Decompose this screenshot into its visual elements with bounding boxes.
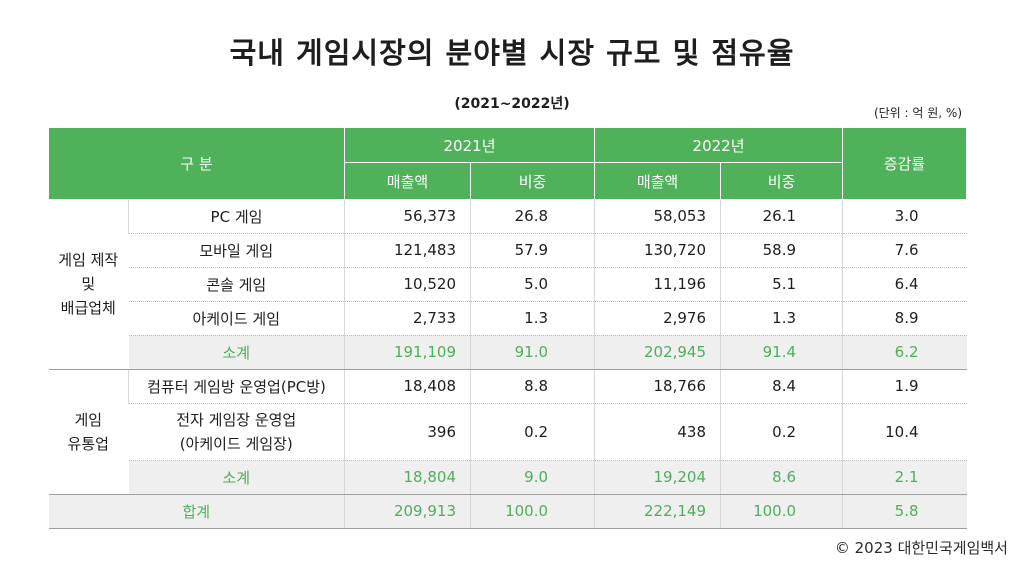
row-name: 아케이드 게임 <box>128 301 345 336</box>
row-name: 모바일 게임 <box>128 233 345 268</box>
sales-2021: 18,804 <box>344 460 471 495</box>
share-2022: 5.1 <box>720 267 843 302</box>
share-2022: 91.4 <box>720 335 843 370</box>
table-row: 모바일 게임 121,483 57.9 130,720 58.9 7.6 <box>49 233 967 268</box>
share-2022: 8.4 <box>720 369 843 404</box>
sales-2022: 2,976 <box>594 301 721 336</box>
sales-2021: 396 <box>344 403 471 461</box>
share-2021: 57.9 <box>469 233 595 268</box>
subtotal-label: 소계 <box>128 335 345 370</box>
header-year-2022: 2022년 <box>594 128 844 163</box>
header-sales-2022: 매출액 <box>594 162 722 199</box>
sales-2022: 19,204 <box>594 460 721 495</box>
growth-rate: 1.9 <box>842 369 967 404</box>
group-label-distribution: 게임 유통업 <box>48 369 129 495</box>
sales-2022: 18,766 <box>594 369 721 404</box>
sales-2022: 222,149 <box>594 494 721 529</box>
unit-label: (단위 : 억 원, %) <box>873 106 962 120</box>
sales-2022: 58,053 <box>594 199 721 234</box>
subtotal-label: 소계 <box>128 460 345 495</box>
header-sales-2021: 매출액 <box>344 162 471 199</box>
share-2022: 8.6 <box>720 460 843 495</box>
sales-2021: 2,733 <box>344 301 471 336</box>
header-year-2021: 2021년 <box>343 128 596 163</box>
table-row: 전자 게임장 운영업 (아케이드 게임장) 396 0.2 438 0.2 10… <box>49 403 967 461</box>
share-2022: 1.3 <box>720 301 843 336</box>
table-row: 게임 제작 및 배급업체 PC 게임 56,373 26.8 58,053 26… <box>48 199 967 370</box>
sales-2021: 191,109 <box>344 335 471 370</box>
sales-2022: 438 <box>594 403 721 461</box>
row-name: PC 게임 <box>128 199 345 234</box>
header-share-2021: 비중 <box>469 162 596 199</box>
sales-2022: 130,720 <box>594 233 721 268</box>
market-share-table: 구 분 2021년 2022년 증감률 매출액 비중 매출액 비중 게임 제작 … <box>48 128 968 529</box>
growth-rate: 3.0 <box>842 199 967 234</box>
share-2022: 26.1 <box>720 199 843 234</box>
growth-rate: 6.2 <box>842 335 967 370</box>
growth-rate: 10.4 <box>842 403 967 461</box>
row-name: 콘솔 게임 <box>128 267 345 302</box>
sales-2021: 10,520 <box>344 267 471 302</box>
group-label-production: 게임 제작 및 배급업체 <box>48 199 129 370</box>
header-category: 구 분 <box>48 128 345 200</box>
sales-2021: 56,373 <box>344 199 471 234</box>
share-2022: 0.2 <box>720 403 843 461</box>
sales-2021: 209,913 <box>344 494 471 529</box>
sales-2021: 18,408 <box>344 369 471 404</box>
growth-rate: 8.9 <box>842 301 967 336</box>
share-2021: 0.2 <box>469 403 595 461</box>
total-label: 합계 <box>48 494 345 529</box>
source-credit: © 2023 대한민국게임백서 <box>834 539 1008 557</box>
growth-rate: 5.8 <box>842 494 967 529</box>
total-row: 합계 209,913 100.0 222,149 100.0 5.8 <box>48 494 967 529</box>
share-2021: 100.0 <box>469 494 595 529</box>
subtotal-row: 소계 191,109 91.0 202,945 91.4 6.2 <box>49 335 967 370</box>
share-2021: 91.0 <box>469 335 595 370</box>
sales-2022: 202,945 <box>594 335 721 370</box>
growth-rate: 6.4 <box>842 267 967 302</box>
growth-rate: 2.1 <box>842 460 967 495</box>
header-share-2022: 비중 <box>720 162 844 199</box>
row-name: 전자 게임장 운영업 (아케이드 게임장) <box>128 403 345 461</box>
share-2022: 100.0 <box>720 494 843 529</box>
share-2021: 26.8 <box>469 199 595 234</box>
share-2021: 1.3 <box>469 301 595 336</box>
share-2021: 9.0 <box>469 460 595 495</box>
page-title: 국내 게임시장의 분야별 시장 규모 및 점유율 <box>229 36 795 70</box>
table-row: 콘솔 게임 10,520 5.0 11,196 5.1 6.4 <box>49 267 967 302</box>
sales-2021: 121,483 <box>344 233 471 268</box>
subtotal-row: 소계 18,804 9.0 19,204 8.6 2.1 <box>49 460 967 495</box>
share-2022: 58.9 <box>720 233 843 268</box>
growth-rate: 7.6 <box>842 233 967 268</box>
share-2021: 5.0 <box>469 267 595 302</box>
row-name: 컴퓨터 게임방 운영업(PC방) <box>128 369 345 404</box>
period-label: (2021~2022년) <box>454 96 570 112</box>
table-row: 게임 유통업 컴퓨터 게임방 운영업(PC방) 18,408 8.8 18,76… <box>48 369 967 495</box>
share-2021: 8.8 <box>469 369 595 404</box>
table-row: 아케이드 게임 2,733 1.3 2,976 1.3 8.9 <box>49 301 967 336</box>
sales-2022: 11,196 <box>594 267 721 302</box>
header-growth: 증감률 <box>842 128 968 200</box>
